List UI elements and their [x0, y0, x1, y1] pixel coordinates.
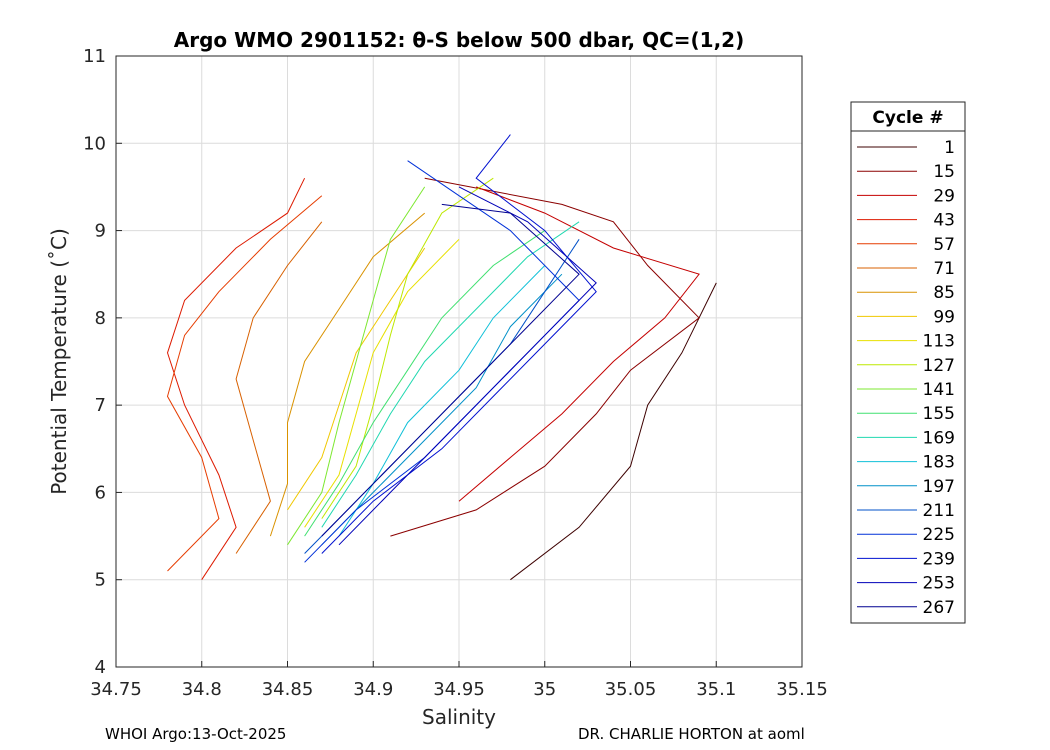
footer-operator: DR. CHARLIE HORTON at aoml: [578, 725, 805, 743]
legend-entry-label: 197: [923, 477, 955, 497]
x-tick-label: 34.9: [353, 679, 393, 700]
footer-source: WHOI Argo:13-Oct-2025: [105, 725, 287, 743]
x-tick-label: 34.85: [262, 679, 314, 700]
series-line-cycle-127: [321, 177, 494, 519]
x-tick-label: 35: [533, 679, 556, 700]
legend-entries: 1 15 29 43 57 71 85 99 113 127 141 155 169 183 197 211 2…: [857, 138, 955, 618]
y-axis-label: Potential Temperature (˚C): [47, 228, 71, 495]
legend-entry-label: 71: [933, 259, 955, 279]
y-tick-label: 10: [83, 133, 106, 154]
series-line-cycle-85: [269, 212, 426, 537]
x-tick-label: 35.05: [605, 679, 657, 700]
y-tick-label: 8: [95, 308, 106, 329]
y-tick-label: 5: [95, 570, 106, 591]
legend-entry-label: 267: [923, 598, 955, 618]
legend-entry-label: 155: [923, 404, 955, 424]
legend-entry-label: 211: [923, 501, 955, 521]
legend-title: Cycle #: [872, 108, 943, 128]
y-tick-label: 4: [95, 657, 106, 678]
series-line-cycle-15: [390, 177, 700, 537]
legend-entry-label: 225: [923, 525, 955, 545]
series-line-cycle-71: [235, 221, 323, 554]
legend-entry-label: 43: [933, 211, 955, 231]
x-axis-label: Salinity: [422, 705, 496, 729]
legend-entry-label: 99: [933, 307, 955, 327]
series-line-cycle-43: [166, 177, 306, 580]
legend-entry-label: 253: [923, 574, 955, 594]
series-line-cycle-99: [287, 247, 426, 511]
chart-title: Argo WMO 2901152: θ-S below 500 dbar, QC…: [174, 28, 744, 52]
series-line-cycle-183: [338, 265, 546, 537]
legend-entry-label: 113: [923, 332, 955, 352]
legend-entry-label: 1: [944, 138, 955, 158]
legend-entry-label: 141: [923, 380, 955, 400]
series-lines: [166, 134, 717, 581]
legend-entry-label: 29: [933, 186, 955, 206]
y-tick-label: 7: [95, 395, 106, 416]
legend-entry-label: 239: [923, 549, 955, 569]
series-line-cycle-57: [166, 195, 323, 572]
legend-entry-label: 183: [923, 453, 955, 473]
tick-labels: 34.75 34.8 34.85 34.9 34.95 35 35.05 35.1 35.15 4…: [83, 46, 828, 700]
y-tick-label: 11: [83, 46, 106, 67]
x-tick-label: 34.8: [182, 679, 222, 700]
x-tick-label: 35.15: [776, 679, 828, 700]
series-line-cycle-225: [304, 160, 580, 563]
legend-entry-label: 85: [933, 283, 955, 303]
legend-entry-label: 127: [923, 356, 955, 376]
series-line-cycle-253: [338, 186, 597, 546]
x-tick-label: 35.1: [696, 679, 736, 700]
y-tick-label: 6: [95, 482, 106, 503]
legend-entry-label: 169: [923, 428, 955, 448]
legend-entry-label: 57: [933, 235, 955, 255]
grid: [115, 55, 803, 668]
series-line-cycle-211: [304, 239, 580, 554]
series-line-cycle-29: [458, 186, 700, 502]
series-line-cycle-141: [287, 186, 426, 546]
legend: Cycle # 1 15 29 43 57 71 85 99 113 127 141 155 169 18…: [850, 101, 966, 624]
x-tick-label: 34.75: [90, 679, 142, 700]
y-tick-label: 9: [95, 221, 106, 242]
legend-entry-label: 15: [933, 162, 955, 182]
series-line-cycle-169: [321, 221, 580, 528]
series-line-cycle-155: [304, 230, 546, 537]
series-line-cycle-197: [321, 273, 563, 546]
legend-box: [850, 101, 966, 624]
series-line-cycle-1: [510, 282, 717, 581]
series-line-cycle-239: [321, 134, 597, 554]
series-line-cycle-113: [304, 238, 460, 528]
series-line-cycle-267: [321, 203, 580, 537]
x-tick-label: 34.95: [433, 679, 485, 700]
